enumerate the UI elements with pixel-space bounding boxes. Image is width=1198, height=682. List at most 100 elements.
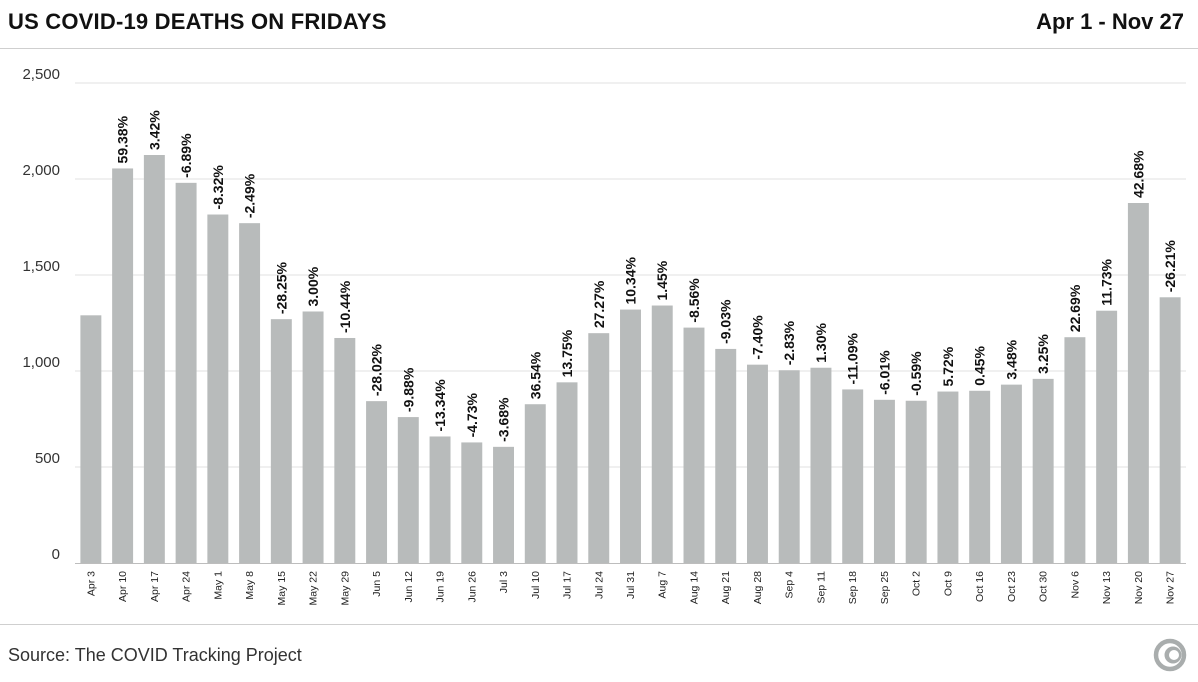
- x-tick-label: Oct 23: [1006, 571, 1018, 602]
- data-label: -28.25%: [273, 261, 289, 314]
- bar: [461, 442, 483, 563]
- chart-header: US COVID-19 DEATHS ON FRIDAYS Apr 1 - No…: [0, 0, 1198, 49]
- data-label: -8.32%: [210, 165, 226, 210]
- bar: [112, 168, 134, 563]
- x-tick-label: Oct 30: [1038, 571, 1050, 602]
- data-label: 42.68%: [1130, 150, 1146, 198]
- x-tick-label: Apr 24: [181, 571, 193, 602]
- data-label: -2.83%: [781, 320, 797, 365]
- data-label: 36.54%: [527, 351, 543, 399]
- x-tick-label: Nov 6: [1069, 571, 1081, 599]
- bar: [493, 446, 515, 563]
- x-tick-label: Apr 17: [149, 571, 161, 602]
- x-tick-label: Jul 17: [562, 571, 574, 599]
- data-label: -3.68%: [496, 397, 512, 442]
- data-label: 3.48%: [1003, 339, 1019, 379]
- data-label: 11.73%: [1099, 258, 1115, 305]
- y-tick-label: 0: [52, 546, 60, 563]
- y-tick-label: 1,000: [22, 354, 60, 371]
- date-range: Apr 1 - Nov 27: [1036, 9, 1184, 34]
- data-label: 1.45%: [654, 260, 670, 300]
- bar: [778, 370, 800, 563]
- x-tick-label: Oct 9: [942, 571, 954, 596]
- bar: [429, 436, 451, 563]
- data-label: 13.75%: [559, 329, 575, 377]
- data-label: 1.30%: [813, 322, 829, 362]
- x-tick-label: Aug 28: [752, 571, 764, 604]
- bar: [556, 382, 578, 563]
- bar: [302, 311, 324, 563]
- data-label: -9.88%: [400, 367, 416, 412]
- x-tick-label: Jun 19: [435, 571, 447, 603]
- x-tick-label: May 22: [308, 571, 320, 606]
- data-label: -8.56%: [686, 278, 702, 323]
- x-tick-label: Aug 7: [657, 571, 669, 599]
- bar: [969, 390, 991, 563]
- bar: [1127, 203, 1149, 563]
- bar: [842, 389, 864, 563]
- y-tick-label: 500: [35, 450, 60, 467]
- data-label: 59.38%: [115, 115, 131, 163]
- data-label: 3.25%: [1035, 334, 1051, 374]
- bar: [334, 337, 356, 563]
- x-tick-label: Sep 11: [815, 571, 827, 604]
- x-tick-label: Jul 10: [530, 571, 542, 599]
- bar: [1159, 297, 1181, 563]
- x-tick-label: Sep 18: [847, 571, 859, 604]
- y-tick-label: 2,000: [22, 162, 60, 179]
- data-label: -7.40%: [749, 315, 765, 360]
- bar: [524, 404, 546, 563]
- data-label: -10.44%: [337, 280, 353, 333]
- x-tick-label: Jun 12: [403, 571, 415, 603]
- data-label: -6.01%: [876, 350, 892, 395]
- chart-title: US COVID-19 DEATHS ON FRIDAYS: [8, 9, 387, 34]
- data-label: 10.34%: [623, 257, 639, 305]
- x-tick-label: Aug 14: [688, 571, 700, 604]
- x-tick-label: Sep 4: [784, 571, 796, 599]
- x-tick-label: Jun 5: [371, 571, 383, 597]
- x-tick-label: Aug 21: [720, 571, 732, 604]
- data-label: 3.00%: [305, 266, 321, 306]
- x-tick-label: Nov 20: [1133, 571, 1145, 604]
- x-tick-label: Jul 3: [498, 571, 510, 593]
- data-label: -26.21%: [1162, 240, 1178, 293]
- covid-tracking-logo-icon: [1153, 638, 1187, 672]
- y-tick-label: 1,500: [22, 258, 60, 275]
- bar: [1096, 310, 1118, 563]
- bar: [746, 364, 768, 563]
- data-label: 5.72%: [940, 346, 956, 386]
- x-tick-label: Sep 25: [879, 571, 891, 604]
- bar: [1000, 384, 1022, 563]
- bar: [905, 400, 927, 563]
- bar: [588, 333, 610, 563]
- x-tick-label: Apr 3: [85, 571, 97, 596]
- bar: [620, 309, 641, 563]
- x-tick-label: May 29: [339, 571, 351, 606]
- x-tick-label: Apr 10: [117, 571, 129, 602]
- x-tick-label: Oct 16: [974, 571, 986, 602]
- bar: [80, 315, 102, 563]
- bar: [873, 399, 895, 563]
- x-tick-label: Jul 24: [593, 571, 605, 599]
- data-label: 0.45%: [972, 346, 988, 386]
- x-tick-label: Jul 31: [625, 571, 637, 599]
- bar: [1064, 337, 1086, 563]
- bar: [651, 305, 673, 563]
- source-note: Source: The COVID Tracking Project: [8, 645, 302, 665]
- bar: [175, 182, 197, 563]
- data-label: 22.69%: [1067, 284, 1083, 332]
- data-label: -9.03%: [718, 299, 734, 344]
- data-label: -0.59%: [908, 351, 924, 396]
- x-tick-label: May 1: [212, 571, 224, 600]
- bar-chart: 0 500 1,000 1,500 2,000 2,500 Apr 3 59.38% Apr 1…: [22, 66, 1186, 606]
- bar: [397, 417, 419, 563]
- data-label: -2.49%: [242, 173, 258, 218]
- bar: [810, 367, 832, 563]
- bar: [366, 401, 388, 563]
- x-tick-label: Jun 26: [466, 571, 478, 603]
- x-tick-label: May 15: [276, 571, 288, 606]
- data-label: -28.02%: [369, 343, 385, 396]
- data-label: -11.09%: [845, 333, 861, 385]
- y-tick-label: 2,500: [22, 66, 60, 83]
- bar: [143, 155, 165, 563]
